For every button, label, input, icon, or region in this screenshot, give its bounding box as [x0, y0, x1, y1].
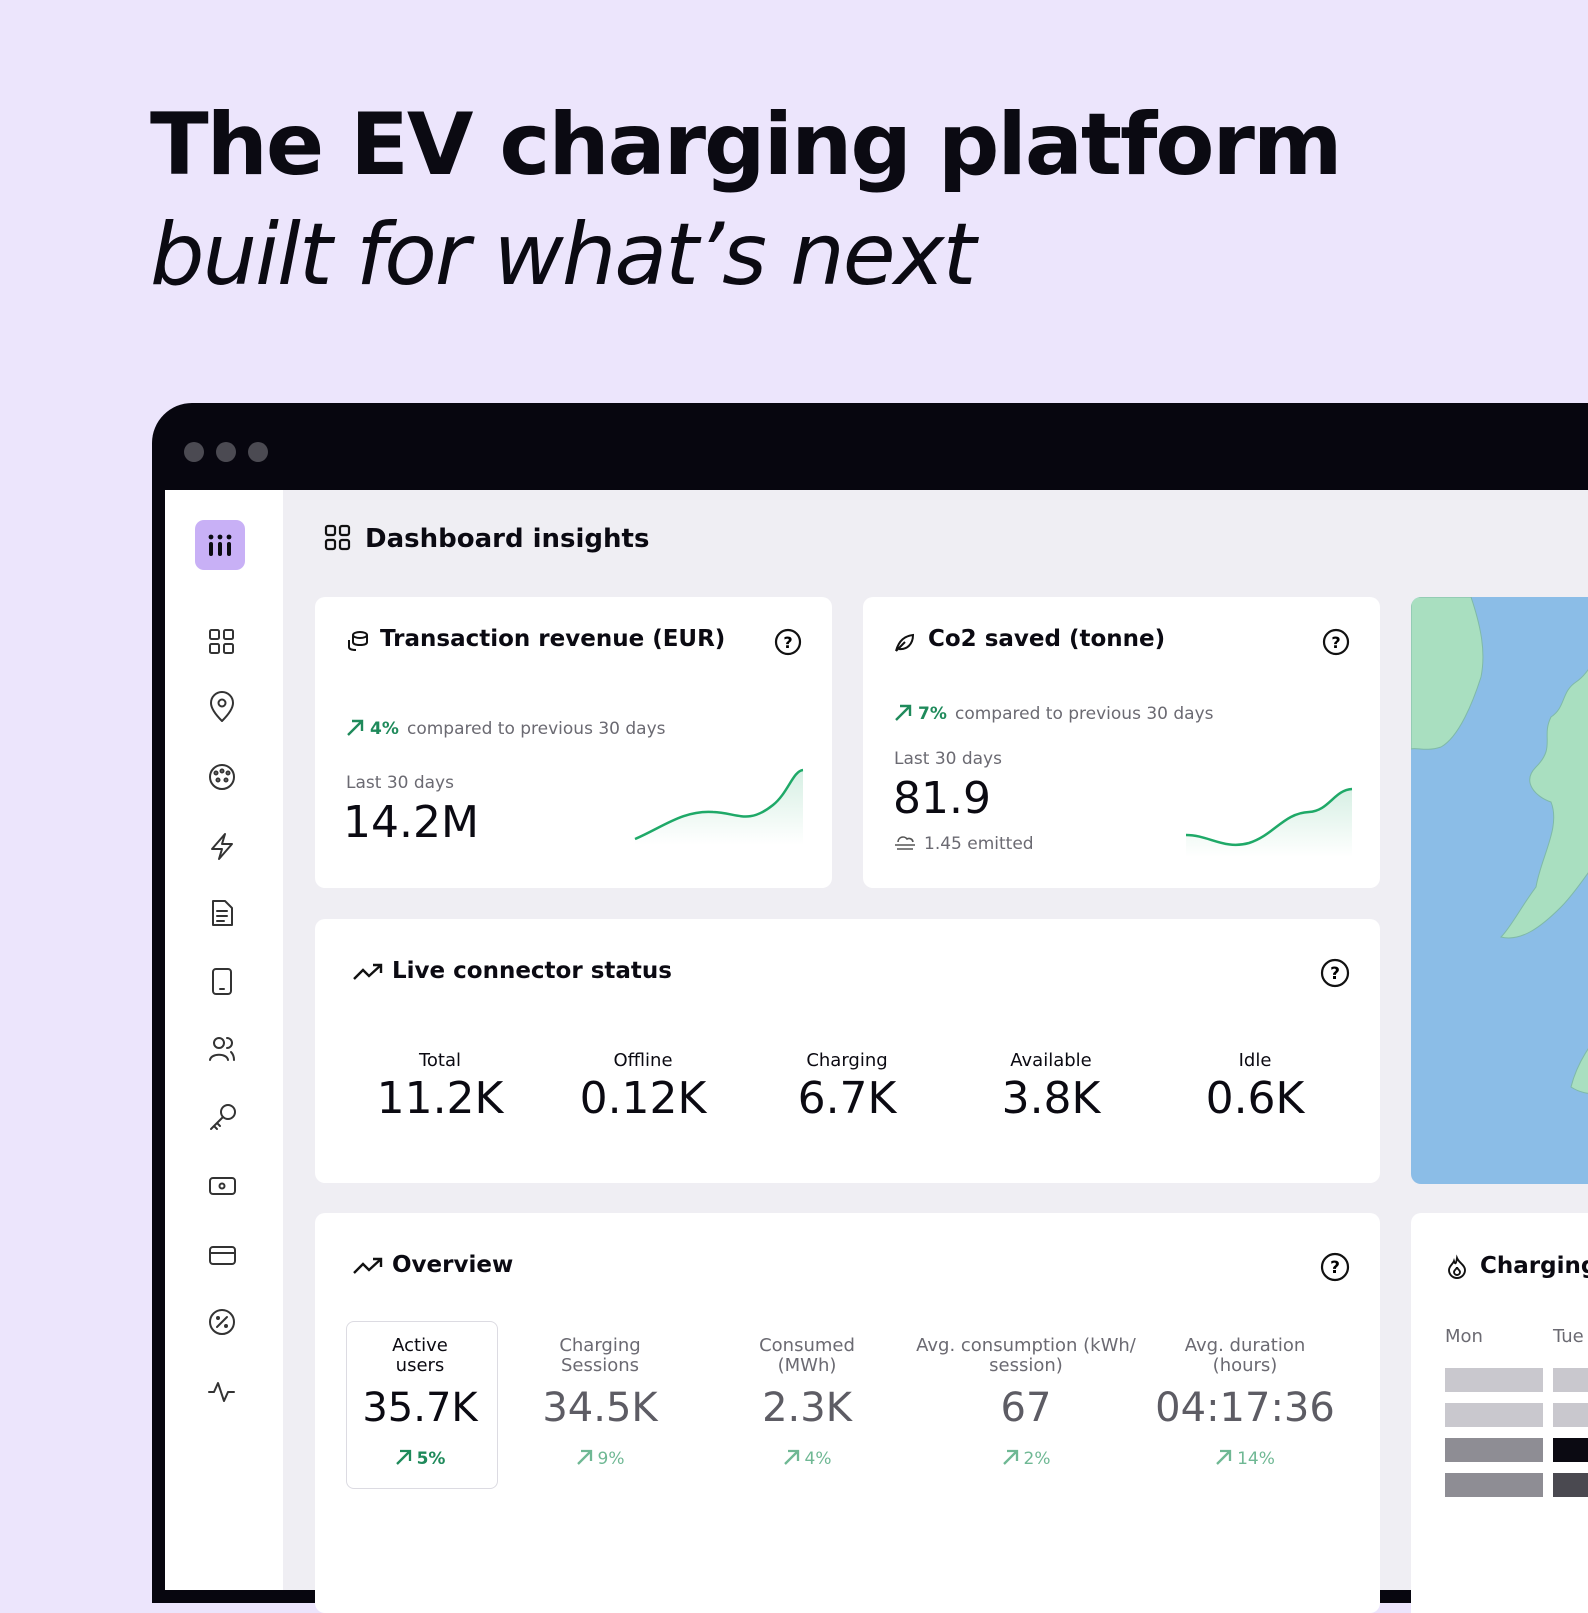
- window-dot: [184, 442, 204, 462]
- day-label: Tue: [1553, 1326, 1584, 1347]
- change-value: 4%: [804, 1449, 832, 1469]
- metric-label: Avg. consumption (kWh/ session): [916, 1335, 1136, 1376]
- logo: [195, 520, 245, 570]
- selected-metric[interactable]: [346, 1321, 498, 1489]
- trend-up-icon: [895, 704, 912, 721]
- headline: The EV charging platform: [150, 95, 1343, 195]
- trend-up-icon: [783, 1449, 799, 1465]
- status-value: 3.8K: [1001, 1073, 1101, 1124]
- page: The EV charging platform built for what’…: [150, 95, 1588, 1613]
- metric-value: 04:17:36: [1155, 1385, 1335, 1431]
- heatmap: [1445, 1368, 1588, 1497]
- sidebar-icons: [208, 629, 236, 1402]
- help-icon[interactable]: ?: [1322, 628, 1350, 656]
- metric-label: Consumed (MWh): [759, 1335, 855, 1376]
- metric-value: 67: [1000, 1385, 1052, 1431]
- metric-value: 34.5K: [542, 1385, 658, 1431]
- metric-value: 2.3K: [762, 1385, 852, 1431]
- trend-up-icon: [1216, 1449, 1232, 1465]
- metric-change: 4%: [767, 1449, 847, 1469]
- page-title: Dashboard insights: [365, 524, 650, 554]
- change: 7%: [918, 704, 947, 724]
- card-title: Co2 saved (tonne): [928, 626, 1166, 652]
- status-label: Idle: [1238, 1050, 1272, 1071]
- status-value: 0.6K: [1205, 1073, 1305, 1124]
- metric-label: Avg. duration (hours): [1184, 1335, 1306, 1376]
- sparkline: [1185, 787, 1353, 857]
- card-title: Transaction revenue (EUR): [380, 626, 726, 652]
- help-icon[interactable]: ?: [774, 628, 802, 656]
- change-value: 14%: [1237, 1449, 1275, 1469]
- status-label: Total: [418, 1050, 462, 1071]
- trend-up-icon: [395, 1449, 411, 1465]
- svg-text:?: ?: [1330, 964, 1340, 984]
- logo-mark: [208, 534, 232, 556]
- metric-label: Charging Sessions: [559, 1335, 641, 1376]
- svg-text:?: ?: [1331, 633, 1340, 652]
- metric-change: 14%: [1205, 1449, 1285, 1469]
- status-label: Charging: [806, 1050, 888, 1071]
- note: 1.45 emitted: [924, 834, 1034, 854]
- card-title: Charging: [1480, 1253, 1588, 1279]
- trend-up-icon: [1002, 1449, 1018, 1465]
- metric-label: Active users: [392, 1335, 448, 1376]
- status-value: 11.2K: [376, 1073, 504, 1124]
- svg-text:?: ?: [1330, 1258, 1340, 1278]
- period: Last 30 days: [346, 773, 454, 793]
- status-value: 6.7K: [797, 1073, 897, 1124]
- window-dot: [216, 442, 236, 462]
- metric-change: 9%: [560, 1449, 640, 1469]
- metric-value: 35.7K: [362, 1385, 478, 1431]
- card-value: 14.2M: [343, 797, 479, 848]
- card-title: Live connector status: [392, 958, 672, 984]
- change: 4%: [370, 719, 399, 739]
- comparison: compared to previous 30 days: [955, 704, 1214, 724]
- change-value: 5%: [416, 1449, 446, 1469]
- flame-icon: [1448, 1254, 1466, 1279]
- headline-sub: built for what’s next: [150, 205, 976, 305]
- cloud-icon: [895, 836, 915, 850]
- svg-text:?: ?: [783, 633, 792, 652]
- sparkline: [634, 768, 804, 845]
- metric-change: 5%: [380, 1449, 460, 1469]
- live-status-card: [315, 919, 1380, 1183]
- metric-change: 2%: [986, 1449, 1066, 1469]
- card-value: 81.9: [893, 773, 991, 824]
- status-label: Available: [1010, 1050, 1092, 1071]
- trend-up-icon: [347, 719, 364, 736]
- coins-icon: [348, 631, 368, 651]
- trend-icon: [353, 963, 383, 980]
- change-value: 2%: [1023, 1449, 1051, 1469]
- period: Last 30 days: [894, 749, 1002, 769]
- help-icon[interactable]: ?: [1320, 1252, 1350, 1282]
- card-title: Overview: [392, 1252, 514, 1278]
- status-value: 0.12K: [579, 1073, 707, 1124]
- leaf-icon: [895, 633, 915, 652]
- map-land: [1411, 597, 1588, 1094]
- change-value: 9%: [597, 1449, 625, 1469]
- dashboard-icon: [324, 524, 351, 551]
- help-icon[interactable]: ?: [1320, 958, 1350, 988]
- day-label: Mon: [1445, 1326, 1483, 1347]
- map: [1411, 597, 1588, 1184]
- trend-icon: [353, 1257, 383, 1274]
- status-label: Offline: [613, 1050, 673, 1071]
- comparison: compared to previous 30 days: [407, 719, 666, 739]
- trend-up-icon: [576, 1449, 592, 1465]
- window-dot: [248, 442, 268, 462]
